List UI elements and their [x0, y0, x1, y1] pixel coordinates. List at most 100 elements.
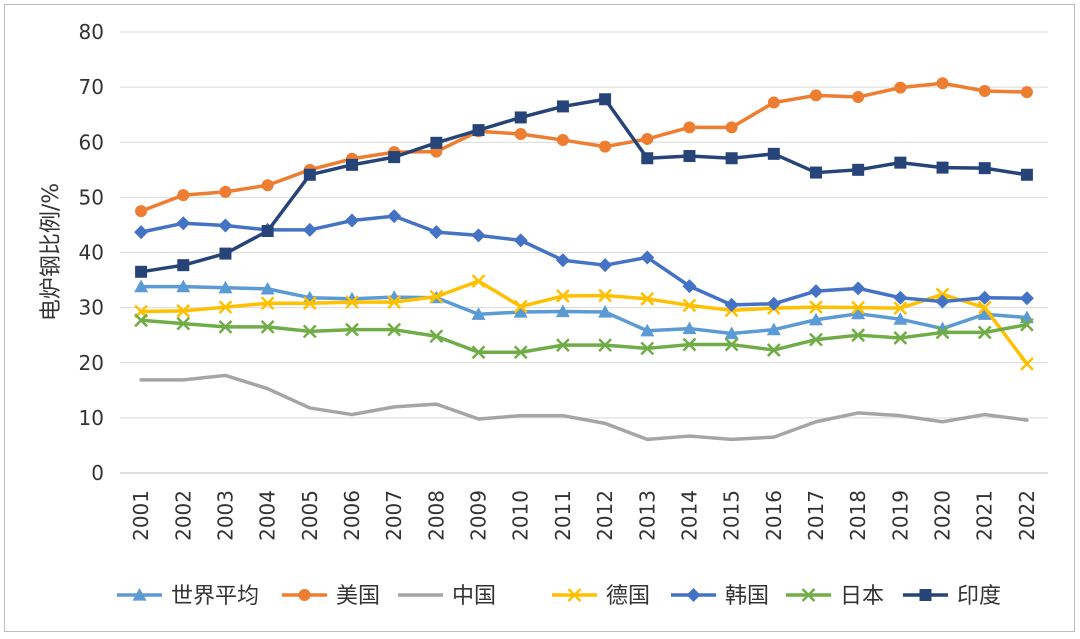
series-line: [139, 214, 1029, 307]
series-line: [139, 279, 1029, 366]
data-point: [893, 301, 908, 316]
x-tick-label: 2013: [635, 490, 659, 541]
x-tick-label: 2014: [677, 490, 701, 541]
data-point: [682, 321, 697, 335]
y-tick-label: 50: [79, 185, 104, 209]
data-point: [936, 161, 949, 174]
data-point: [429, 329, 444, 344]
data-point: [1020, 317, 1034, 332]
series-5: [134, 209, 1034, 312]
legend-item: 美国: [282, 584, 380, 609]
data-point: [346, 158, 358, 171]
legend-marker: [132, 588, 147, 601]
data-point: [303, 168, 316, 181]
x-tick-label: 2017: [804, 490, 828, 541]
data-point: [219, 185, 232, 198]
x-tick-label: 2010: [509, 490, 533, 541]
data-point: [1020, 356, 1034, 371]
data-point: [725, 152, 738, 165]
data-point: [851, 306, 866, 320]
data-point: [598, 258, 613, 273]
data-point: [387, 295, 402, 309]
data-point: [599, 93, 612, 106]
data-point: [977, 325, 992, 340]
data-point: [893, 290, 908, 305]
data-point: [134, 279, 149, 293]
data-point: [894, 156, 907, 169]
data-point: [598, 288, 612, 303]
data-point: [1020, 168, 1033, 181]
data-point: [599, 140, 612, 153]
data-point: [471, 345, 486, 360]
x-tick-label: 2008: [424, 490, 448, 541]
data-point: [302, 296, 317, 311]
legend-item: 中国: [398, 584, 496, 609]
y-tick-labels: 0 10 20 30 40 50 60 70 80: [79, 20, 104, 485]
data-point: [345, 295, 359, 309]
legend-marker: [298, 589, 311, 601]
data-point: [302, 324, 317, 339]
data-point: [977, 290, 992, 305]
series-2: [135, 77, 1033, 218]
data-point: [218, 280, 233, 294]
data-point: [977, 300, 992, 315]
data-point: [766, 322, 781, 336]
legend-label: 印度: [957, 584, 1001, 609]
data-point: [429, 225, 444, 240]
x-tick-label: 2019: [888, 490, 912, 541]
data-point: [556, 338, 570, 352]
data-point: [302, 222, 317, 237]
data-point: [177, 189, 190, 202]
data-point: [345, 213, 359, 228]
data-point: [387, 209, 402, 224]
legend-item: 韩国: [671, 584, 769, 609]
series-4: [134, 274, 1034, 371]
data-point: [260, 296, 275, 311]
data-point: [134, 313, 148, 328]
data-point: [640, 323, 655, 337]
y-tick-label: 80: [79, 20, 104, 44]
data-point: [893, 312, 908, 325]
data-point: [810, 89, 822, 102]
data-point: [641, 132, 654, 145]
x-tick-label: 2006: [340, 490, 364, 541]
data-point: [513, 233, 528, 248]
data-point: [430, 136, 443, 149]
data-point: [514, 127, 527, 140]
data-point: [682, 298, 697, 313]
data-point: [345, 322, 359, 337]
x-tick-label: 2021: [973, 490, 997, 541]
legend-label: 中国: [452, 584, 496, 609]
x-tick-label: 2020: [931, 490, 955, 541]
series-7: [135, 93, 1033, 278]
y-axis-title: 电炉钢比例/%: [39, 183, 64, 321]
data-point: [176, 279, 191, 293]
legend-item: 世界平均: [117, 584, 259, 609]
data-point: [766, 343, 781, 357]
data-point: [261, 179, 274, 192]
data-point: [514, 111, 527, 124]
legend: 世界平均 美国 中国 德国 韩国 日本 印度: [117, 584, 1001, 609]
series-line: [139, 81, 1029, 213]
data-point: [809, 300, 823, 314]
data-point: [893, 331, 908, 345]
gridlines: [120, 31, 1048, 474]
y-tick-label: 10: [79, 406, 104, 430]
data-point: [260, 320, 275, 334]
data-point: [513, 305, 528, 318]
data-point: [471, 307, 486, 320]
data-point: [219, 247, 232, 260]
x-tick-label: 2002: [171, 490, 195, 541]
x-tick-label: 2011: [551, 490, 575, 541]
data-point: [977, 307, 992, 320]
data-point: [387, 322, 402, 337]
data-point: [555, 304, 570, 318]
data-point: [388, 151, 401, 164]
legend-label: 韩国: [725, 584, 769, 609]
series-line: [139, 318, 1029, 355]
legend-marker: [686, 588, 701, 602]
data-point: [556, 100, 569, 113]
y-tick-label: 60: [79, 130, 104, 154]
x-tick-label: 2018: [846, 490, 870, 541]
y-tick-label: 0: [91, 461, 104, 485]
